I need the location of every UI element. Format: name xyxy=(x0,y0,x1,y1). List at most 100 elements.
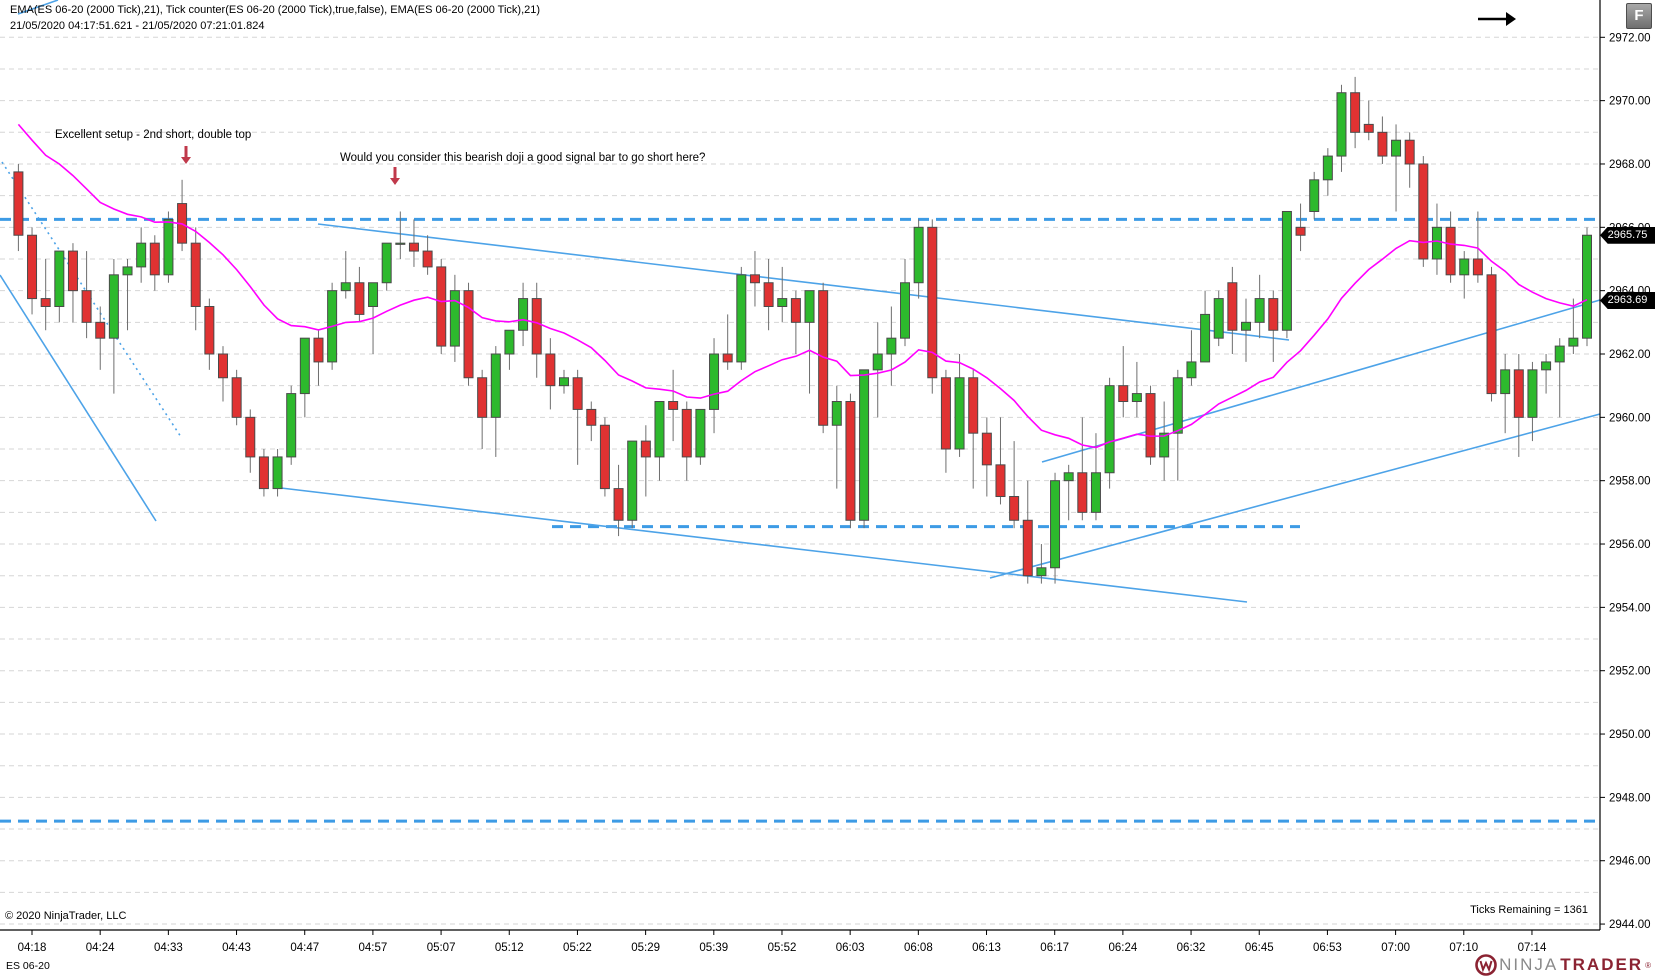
price-label-2958.00: 2958.00 xyxy=(1609,476,1651,488)
candle-body xyxy=(381,242,392,284)
candle-body xyxy=(845,401,856,521)
candle-body xyxy=(231,377,242,418)
time-label-05:12: 05:12 xyxy=(495,942,524,954)
time-label-04:33: 04:33 xyxy=(154,942,183,954)
candle-body xyxy=(572,377,583,410)
candle-body xyxy=(790,298,801,323)
time-label-04:43: 04:43 xyxy=(222,942,251,954)
price-label-2960.00: 2960.00 xyxy=(1609,412,1651,424)
trendline-2[interactable] xyxy=(0,274,157,522)
time-label-06:53: 06:53 xyxy=(1313,942,1342,954)
candle-body xyxy=(313,337,324,363)
logo-registered-mark: ® xyxy=(1645,960,1651,970)
candle-body xyxy=(1391,139,1402,157)
candle-body xyxy=(1104,385,1115,474)
candle-body xyxy=(613,488,624,521)
time-label-06:24: 06:24 xyxy=(1108,942,1137,954)
candle-body xyxy=(1227,282,1238,331)
candle-body xyxy=(272,456,283,490)
candle-body xyxy=(1554,345,1565,363)
candle-body xyxy=(1377,131,1388,157)
annotation-arrow-head-1[interactable] xyxy=(390,178,400,185)
candle-body xyxy=(368,282,379,307)
candle-body xyxy=(900,282,910,339)
last-price-marker: 2965.75 xyxy=(1600,226,1655,244)
time-label-05:22: 05:22 xyxy=(563,942,592,954)
time-label-07:00: 07:00 xyxy=(1381,942,1410,954)
candle-body xyxy=(531,298,542,355)
candle-body xyxy=(1486,274,1497,395)
candle-body xyxy=(245,416,256,458)
candle-body xyxy=(163,218,174,276)
candle-body xyxy=(436,266,447,347)
trendline-4[interactable] xyxy=(280,487,1248,603)
annotation-doji-question[interactable]: Would you consider this bearish doji a g… xyxy=(340,152,706,164)
candle-body xyxy=(681,408,692,458)
candle-body xyxy=(709,353,720,410)
time-label-04:57: 04:57 xyxy=(359,942,388,954)
candle-body xyxy=(736,274,747,363)
annotation-arrow-head-0[interactable] xyxy=(181,157,191,164)
trendline-3[interactable] xyxy=(317,223,1290,341)
candle-body xyxy=(940,377,951,450)
tab-es-06-20[interactable]: ES 06-20 xyxy=(6,960,50,972)
candle-body xyxy=(872,353,883,371)
candle-body xyxy=(1582,234,1592,339)
time-label-05:29: 05:29 xyxy=(631,942,660,954)
candle-body xyxy=(1418,163,1429,260)
trendline-0[interactable] xyxy=(17,0,59,15)
candle-body xyxy=(599,424,610,490)
candle-body xyxy=(1213,298,1224,339)
price-label-2948.00: 2948.00 xyxy=(1609,792,1651,804)
candle-body xyxy=(1527,369,1538,418)
candle-body xyxy=(95,321,106,339)
candle-body xyxy=(1309,179,1320,212)
candle-body xyxy=(1159,432,1170,458)
f-button[interactable]: F xyxy=(1626,3,1652,29)
candle-body xyxy=(1472,258,1483,276)
candle-body xyxy=(668,401,679,410)
logo-text-trader: TRADER xyxy=(1560,955,1644,974)
candle-body xyxy=(981,432,992,466)
time-label-06:45: 06:45 xyxy=(1245,942,1274,954)
date-range-header: 21/05/2020 04:17:51.621 - 21/05/2020 07:… xyxy=(10,20,265,32)
candle-body xyxy=(1404,139,1415,165)
candle-body xyxy=(831,401,842,426)
candle-body xyxy=(1322,155,1333,181)
candle-body xyxy=(354,282,365,315)
candle-body xyxy=(67,250,78,292)
ema-line[interactable] xyxy=(17,123,1588,449)
candle-body xyxy=(913,226,924,284)
candle-body xyxy=(340,282,351,292)
candle-body xyxy=(1186,361,1197,379)
candle-body xyxy=(995,464,1006,498)
candle-body xyxy=(695,408,706,458)
candle-body xyxy=(149,242,160,276)
candle-body xyxy=(1241,321,1251,331)
right-arrow-icon[interactable] xyxy=(1470,8,1520,32)
ticks-remaining-label: Ticks Remaining = 1361 xyxy=(1470,904,1588,916)
annotation-double-top[interactable]: Excellent setup - 2nd short, double top xyxy=(55,129,252,141)
candle-body xyxy=(804,290,815,323)
price-label-2944.00: 2944.00 xyxy=(1609,919,1651,931)
price-label-2952.00: 2952.00 xyxy=(1609,666,1651,678)
indicator-header: EMA(ES 06-20 (2000 Tick),21), Tick count… xyxy=(10,4,541,16)
candle-body xyxy=(1336,92,1347,157)
candle-body xyxy=(1459,258,1470,276)
candle-body xyxy=(1200,313,1211,363)
time-label-04:24: 04:24 xyxy=(86,942,115,954)
candle-body xyxy=(136,242,147,268)
tab-bar: ES 06-20 NINJA TRADER ® xyxy=(0,954,1655,978)
candle-body xyxy=(1077,472,1088,513)
candle-body xyxy=(122,266,133,276)
price-label-2950.00: 2950.00 xyxy=(1609,729,1651,741)
trendline-1[interactable] xyxy=(1,161,182,438)
candle-body xyxy=(1295,226,1306,236)
candle-body xyxy=(654,401,665,458)
time-label-06:13: 06:13 xyxy=(972,942,1001,954)
trendline-6[interactable] xyxy=(989,413,1601,579)
candle-body xyxy=(477,377,488,418)
candle-body xyxy=(1063,472,1074,482)
